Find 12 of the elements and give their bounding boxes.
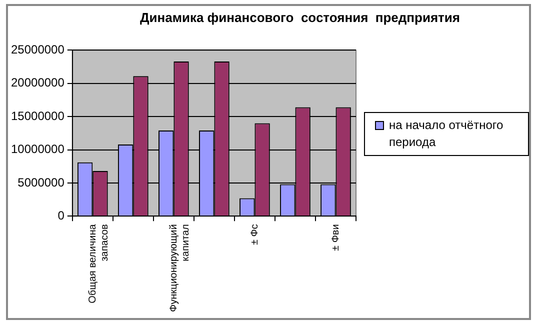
y-tick-label: 25000000 xyxy=(11,42,65,57)
x-tick-label: ± Фс xyxy=(249,224,260,246)
y-tick-label: 20000000 xyxy=(11,76,65,90)
y-tick-label: 15000000 xyxy=(11,108,65,123)
x-tick-label: Функционирующий капитал xyxy=(168,224,192,312)
y-tick-label: 5000000 xyxy=(18,175,65,190)
legend-label: на начало отчётного периода xyxy=(389,117,504,151)
x-tick-label: Общая величина запасов xyxy=(87,224,110,304)
x-tick-label: ± Фви xyxy=(330,224,342,251)
y-tick-label: 0 xyxy=(58,208,65,222)
y-tick-label: 10000000 xyxy=(11,142,65,156)
chart-title: Динамика финансового состояния предприятия xyxy=(139,10,461,25)
